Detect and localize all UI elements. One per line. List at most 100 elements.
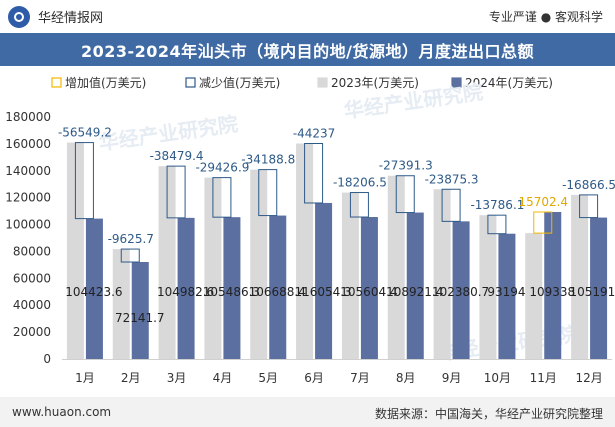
bars: [66, 142, 608, 359]
value-label-2024: 105486.3: [203, 285, 260, 299]
logo-icon: [8, 5, 30, 28]
legend-label-series_2024: 2024年(万美元): [465, 76, 553, 90]
difference-label: -29426.9: [195, 161, 249, 175]
difference-label: -16866.5: [562, 178, 615, 192]
difference-marker: [441, 188, 461, 222]
difference-label: -34188.8: [241, 153, 295, 167]
legend: 增加值(万美元) 减少值(万美元) 2023年(万美元) 2024年(万美元): [51, 75, 553, 90]
bar-2023: [479, 215, 497, 359]
bar-2024: [544, 212, 562, 359]
x-tick-label: 11月: [530, 371, 557, 385]
value-label-2024: 109338: [529, 285, 575, 299]
bar-2024: [131, 262, 149, 359]
difference-marker: [533, 211, 553, 234]
bar-2024: [269, 215, 287, 359]
value-label-2024: 104982.6: [157, 285, 214, 299]
difference-markers: [74, 142, 599, 263]
difference-marker: [395, 175, 415, 214]
difference-marker: [166, 165, 186, 219]
value-label-2024: 106688.4: [249, 285, 306, 299]
x-tick-label: 5月: [258, 371, 278, 385]
bar-2023: [296, 143, 314, 359]
slogan: 专业严谨 ● 客观科学: [488, 10, 603, 24]
difference-label: -18206.5: [333, 176, 387, 190]
x-tick-label: 1月: [75, 371, 95, 385]
footer-bar: www.huaon.com 数据来源：中国海关，华经产业研究院整理: [0, 397, 615, 427]
legend-label-increase: 增加值(万美元): [65, 75, 146, 90]
bar-2024: [177, 217, 195, 359]
y-tick-label: 80000: [13, 244, 51, 258]
y-tick-label: 140000: [5, 164, 51, 178]
legend-label-series_2023: 2023年(万美元): [331, 76, 419, 90]
x-tick-label: 7月: [350, 371, 370, 385]
y-tick-label: 40000: [13, 298, 51, 312]
bar-2023: [250, 169, 268, 359]
difference-label: -56549.2: [58, 126, 112, 140]
difference-marker: [212, 177, 232, 218]
x-tick-label: 12月: [575, 371, 602, 385]
difference-marker: [487, 214, 507, 235]
data-labels: -56549.2 104423.6 -9625.7 72141.7 -38479.4 10…: [58, 126, 615, 325]
difference-label: -44237: [293, 126, 336, 140]
x-tick-label: 2月: [121, 371, 141, 385]
value-label-2024: 105604.4: [340, 285, 397, 299]
y-tick-label: 20000: [13, 325, 51, 339]
difference-label: -38479.4: [150, 149, 204, 163]
x-tick-label: 6月: [304, 371, 324, 385]
bar-2024: [498, 233, 516, 359]
difference-marker: [120, 248, 140, 263]
legend-swatch-increase: [51, 77, 62, 88]
footer-source: 数据来源：中国海关，华经产业研究院整理: [374, 407, 603, 421]
difference-marker: [579, 194, 599, 219]
value-label-2024: 93194: [487, 285, 525, 299]
difference-marker: [74, 142, 94, 220]
bar-2024: [223, 217, 241, 359]
bar-2023: [158, 166, 176, 359]
difference-label: -27391.3: [379, 159, 433, 173]
bar-2023: [112, 249, 130, 359]
value-label-2024: 104423.6: [65, 285, 122, 299]
legend-label-decrease: 减少值(万美元): [199, 75, 280, 90]
y-tick-label: 180000: [5, 110, 51, 124]
brand[interactable]: 华经情报网: [8, 5, 103, 28]
difference-marker: [258, 169, 278, 217]
x-tick-label: 8月: [396, 371, 416, 385]
bar-2024: [452, 221, 470, 359]
value-label-2024: 108921.4: [386, 285, 443, 299]
difference-label: -13786.1: [470, 198, 524, 212]
x-tick-label: 10月: [484, 371, 511, 385]
difference-label: 15702.4: [518, 195, 568, 209]
y-tick-label: 100000: [5, 218, 51, 232]
title-bar: 2023-2024年汕头市（境内目的地/货源地）月度进出口总额: [0, 33, 615, 66]
legend-swatch-series_2024: [451, 77, 462, 88]
bar-2023: [66, 142, 84, 359]
bar-2023: [571, 194, 589, 359]
bar-2024: [315, 202, 333, 359]
bar-2024: [85, 218, 103, 359]
value-label-2024: 116054.3: [294, 285, 351, 299]
x-tick-label: 9月: [442, 371, 462, 385]
top-bar: 华经情报网 专业严谨 ● 客观科学: [0, 0, 615, 33]
value-label-2024: 102380.7: [432, 285, 489, 299]
bar-2024: [360, 217, 378, 359]
bar-2023: [204, 177, 222, 359]
difference-marker: [304, 142, 324, 204]
x-axis: 1月 2月 3月 4月 5月 6月 7月 8月 9月 10月 11月 12月: [62, 359, 612, 385]
bar-2023: [525, 233, 543, 359]
footer-website[interactable]: www.huaon.com: [12, 405, 112, 419]
difference-label: -9625.7: [108, 232, 154, 246]
legend-swatch-series_2023: [317, 77, 328, 88]
value-label-2024: 105191.8: [569, 285, 615, 299]
x-tick-label: 3月: [167, 371, 187, 385]
bar-2024: [406, 212, 424, 359]
y-tick-label: 160000: [5, 137, 51, 151]
y-tick-label: 60000: [13, 271, 51, 285]
value-label-2024: 72141.7: [115, 311, 165, 325]
legend-swatch-decrease: [185, 77, 196, 88]
bar-2024: [590, 217, 608, 359]
bar-2023: [341, 192, 359, 359]
y-tick-label: 0: [43, 352, 51, 366]
difference-marker: [349, 192, 369, 218]
difference-label: -23875.3: [425, 172, 479, 186]
